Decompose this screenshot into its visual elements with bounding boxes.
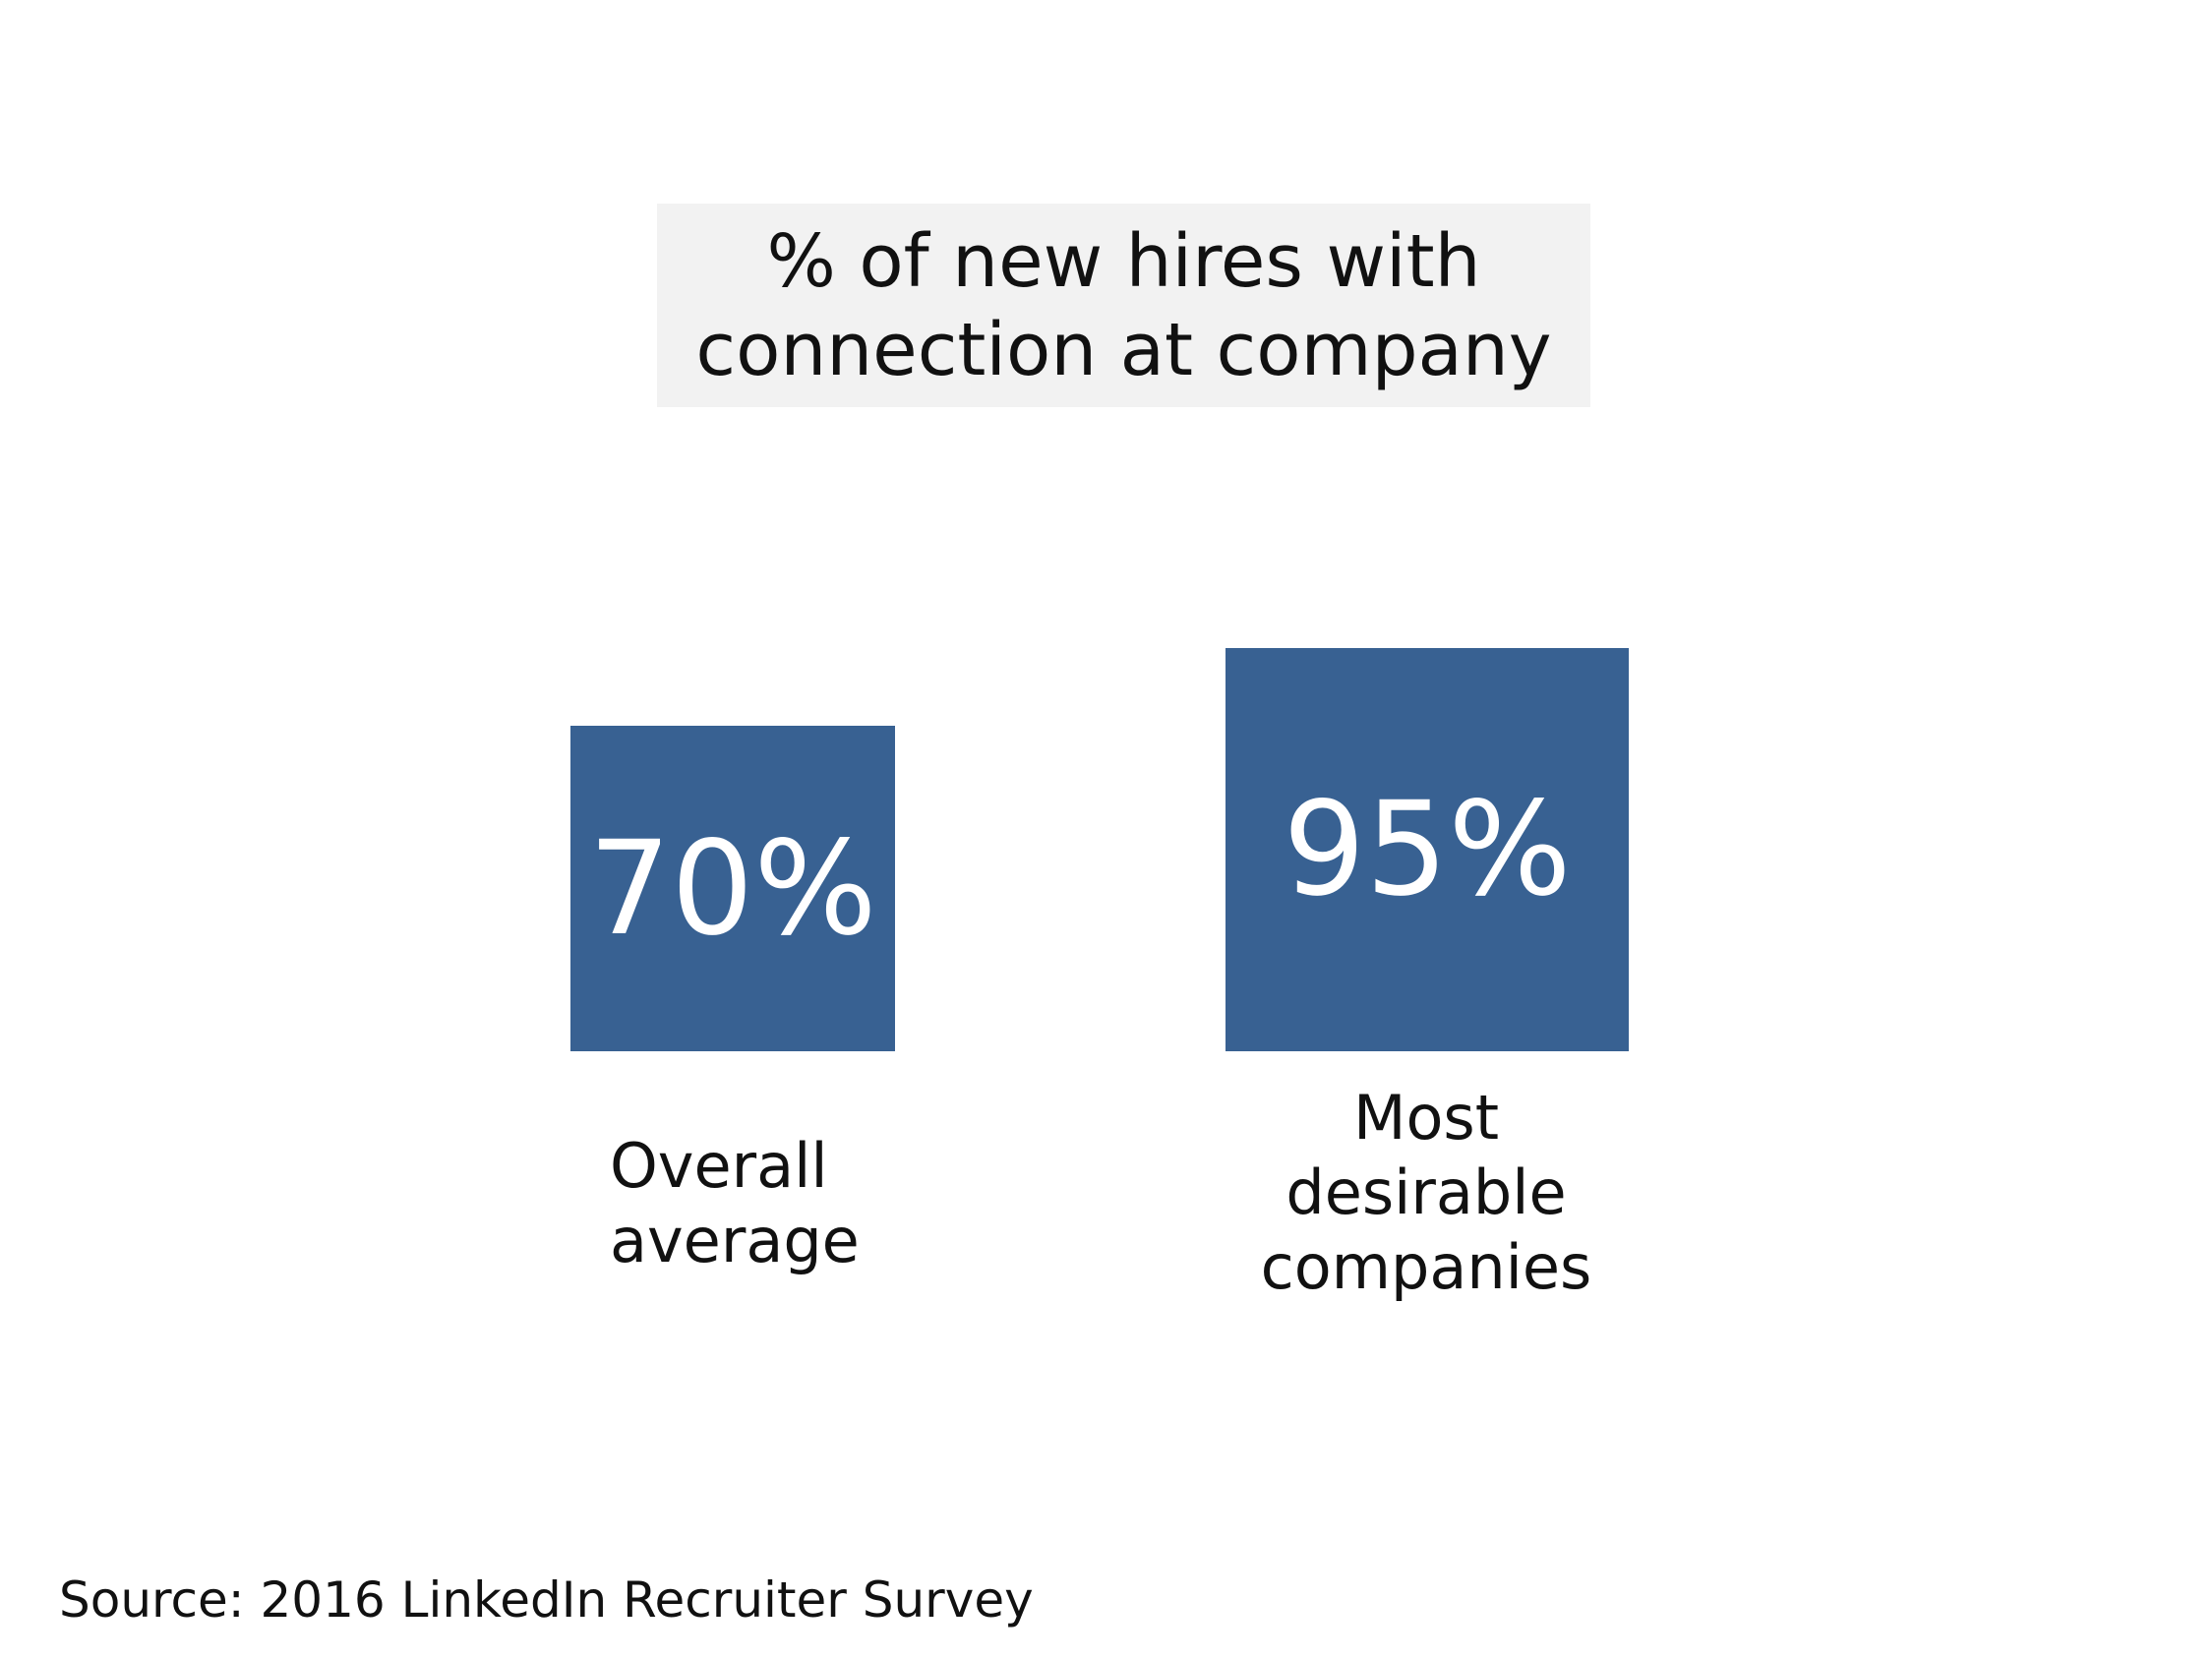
chart-title-line-2: connection at company (695, 307, 1552, 392)
category-label-line: Overall (610, 1130, 828, 1202)
category-label-line: Most (1352, 1082, 1500, 1154)
category-label-overall-average: Overall average (610, 1129, 860, 1278)
category-label-line: average (610, 1205, 860, 1276)
category-label-line: companies (1260, 1231, 1592, 1303)
category-label-most-desirable-companies: Most desirable companies (1225, 1081, 1628, 1305)
value-box-most-desirable-companies: 95% (1226, 648, 1629, 1051)
value-box-overall-average: 70% (569, 726, 896, 1051)
chart-title-line-1: % of new hires with (766, 218, 1481, 304)
chart-title: % of new hires with connection at compan… (657, 204, 1590, 407)
category-label-line: desirable (1285, 1156, 1567, 1228)
value-label-most-desirable-companies: 95% (1283, 774, 1572, 925)
source-note: Source: 2016 LinkedIn Recruiter Survey (59, 1571, 1034, 1629)
value-label-overall-average: 70% (588, 812, 877, 965)
